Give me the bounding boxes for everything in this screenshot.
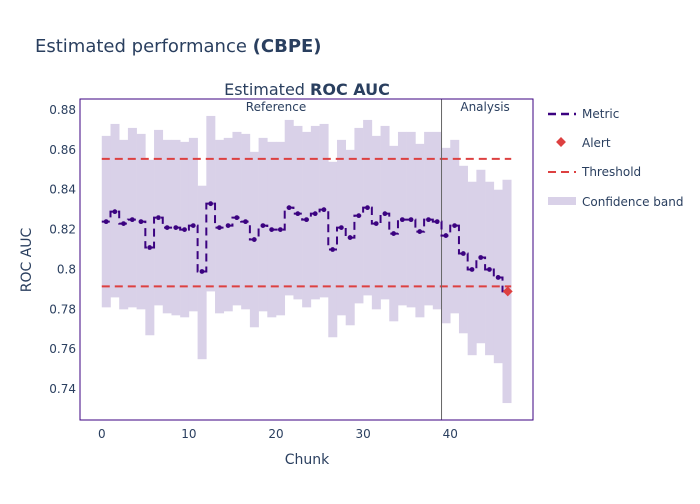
legend-band-label: Confidence band [582,195,683,209]
legend: Metric Alert Threshold Confidence band [548,107,683,209]
metric-point [330,247,336,252]
metric-point [199,269,205,274]
metric-point [426,217,431,223]
x-axis-ticks: 0 10 20 30 40 [98,427,458,441]
metric-point [399,217,405,223]
x-tick-label: 0 [98,427,106,441]
legend-alert-label: Alert [582,136,611,150]
metric-point [338,225,344,230]
metric-point [138,219,144,225]
metric-point [286,205,292,211]
threshold-layer [101,157,512,288]
x-tick-label: 30 [355,427,370,441]
page-title: Estimated performance (CBPE) [35,36,322,57]
period-label-layer: Reference Analysis [246,100,510,114]
period-label: Reference [246,100,306,114]
metric-point [112,209,118,215]
metric-point [260,223,266,229]
metric-point [269,227,275,232]
y-tick-label: 0.8 [57,262,76,276]
y-tick-label: 0.74 [49,382,76,396]
metric-point [321,207,327,213]
metric-point [460,251,466,256]
metric-point [312,211,318,217]
y-tick-label: 0.88 [49,103,76,117]
page-title-prefix: Estimated performance [35,36,253,57]
metric-point [478,255,484,260]
metric-point [391,231,397,236]
metric-point [164,225,170,230]
y-tick-label: 0.84 [49,183,76,197]
metric-layer [101,201,512,294]
confidence-band-bar [458,165,468,334]
metric-point [243,219,248,225]
y-tick-label: 0.76 [49,342,76,356]
confidence-band-layer [101,115,512,404]
metric-point [251,237,257,242]
metric-point [147,245,153,250]
y-axis-title: ROC AUC [19,227,35,292]
metric-point [277,227,283,232]
metric-point [495,275,501,280]
chart-title: Estimated ROC AUC [224,80,390,99]
plot-frame-layer [79,98,534,421]
x-tick-label: 10 [181,427,196,441]
chart-title-prefix: Estimated [224,80,310,99]
plot-frame [79,98,534,421]
legend-item-alert[interactable]: Alert [556,136,611,150]
period-label: Analysis [460,100,509,114]
metric-point [208,201,214,207]
metric-point [373,221,379,227]
metric-point [469,267,475,272]
legend-metric-label: Metric [582,107,619,121]
y-tick-label: 0.82 [49,223,76,237]
metric-point [225,223,231,229]
metric-point [295,211,301,217]
chart-title-emphasis: ROC AUC [310,80,390,99]
metric-point [365,205,370,211]
legend-item-metric[interactable]: Metric [548,107,619,121]
legend-item-band[interactable]: Confidence band [548,195,683,209]
legend-band-swatch [548,197,576,205]
metric-point [408,217,414,223]
metric-point [156,215,161,221]
alert-layer [502,286,513,297]
y-tick-label: 0.86 [49,143,76,157]
metric-step-line [101,202,512,293]
metric-point [234,215,240,221]
metric-point [487,267,492,272]
metric-point [347,235,353,240]
metric-point [173,225,179,230]
y-tick-label: 0.78 [49,302,76,316]
alert-marker [502,286,513,297]
metric-point [216,225,222,230]
metric-point [443,233,449,238]
metric-point [103,219,109,225]
metric-point [356,213,362,219]
x-tick-label: 20 [268,427,283,441]
x-tick-label: 40 [443,427,458,441]
legend-threshold-label: Threshold [581,165,641,179]
metric-point [190,223,196,229]
metric-point [434,219,440,225]
metric-point [417,229,423,234]
metric-point [129,217,135,223]
metric-point [304,217,309,223]
metric-point [382,211,388,217]
metric-point [452,223,457,229]
metric-point [121,221,126,227]
legend-alert-swatch [556,137,566,147]
page-title-emphasis: (CBPE) [253,36,322,57]
legend-item-threshold[interactable]: Threshold [548,165,641,179]
y-axis-ticks: 0.74 0.76 0.78 0.8 0.82 0.84 0.86 0.88 [49,103,76,396]
metric-point [182,227,187,232]
x-axis-title: Chunk [285,452,330,468]
